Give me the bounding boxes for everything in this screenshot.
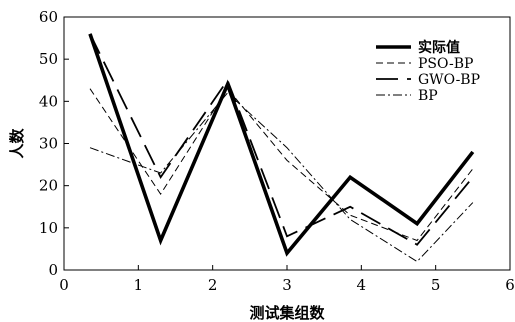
series-pso-bp [89, 87, 474, 242]
legend-label: GWO-BP [418, 72, 480, 88]
series-lines [88, 33, 475, 263]
series-actual [88, 33, 475, 257]
x-tick-label: 1 [134, 276, 144, 294]
series-gwo-bp [89, 33, 474, 246]
legend-label: 实际值 [418, 39, 460, 56]
plot-area: 0 1 2 3 4 5 6 0 10 20 30 40 50 60 [39, 8, 515, 294]
x-axis-ticks: 0 1 2 3 4 5 6 [59, 265, 515, 294]
y-tick-label: 10 [39, 219, 58, 237]
y-tick-label: 50 [39, 50, 58, 68]
x-tick-label: 2 [208, 276, 218, 294]
legend-label: BP [418, 88, 438, 104]
legend-item: PSO-BP [376, 56, 473, 72]
x-axis-label: 测试集组数 [249, 304, 325, 322]
legend-label: PSO-BP [418, 56, 473, 72]
legend-item: 实际值 [376, 39, 460, 56]
x-tick-label: 6 [505, 276, 515, 294]
y-tick-label: 20 [39, 177, 58, 195]
legend-item: BP [376, 88, 438, 104]
y-axis-ticks: 0 10 20 30 40 50 60 [39, 8, 69, 279]
x-tick-label: 5 [431, 276, 441, 294]
x-tick-label: 4 [357, 276, 367, 294]
series-line [88, 33, 475, 257]
x-tick-label: 3 [282, 276, 292, 294]
y-tick-label: 0 [48, 261, 58, 279]
y-tick-label: 40 [39, 92, 58, 110]
x-tick-label: 0 [59, 276, 69, 294]
series-line [89, 92, 474, 263]
series-line [89, 87, 474, 242]
series-line [89, 33, 474, 246]
legend-item: GWO-BP [376, 72, 480, 88]
series-bp [89, 92, 474, 263]
y-tick-label: 30 [39, 135, 58, 153]
y-tick-label: 60 [39, 8, 58, 26]
y-axis-label: 人数 [8, 128, 26, 159]
